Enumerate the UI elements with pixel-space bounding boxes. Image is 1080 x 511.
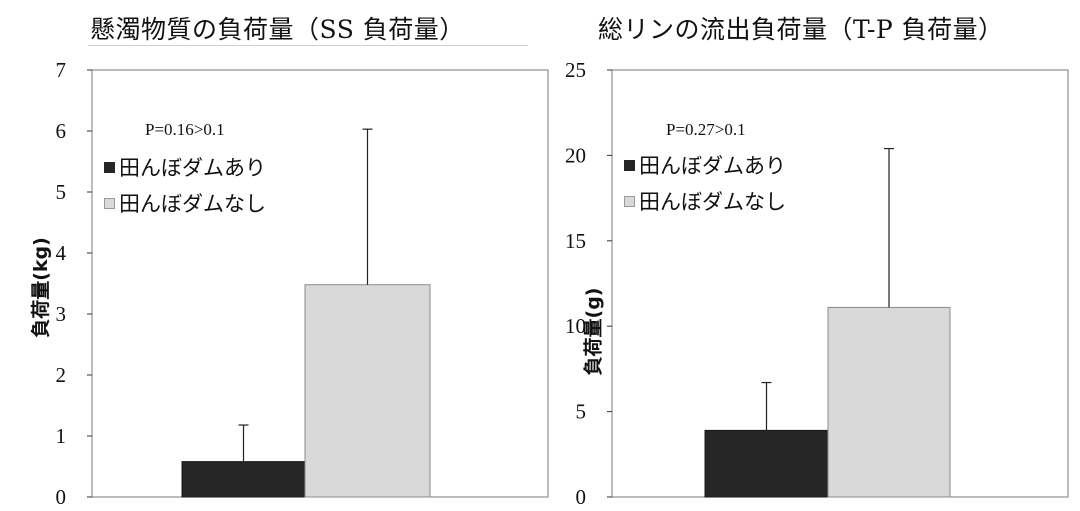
legend-label: 田んぼダムなし xyxy=(639,190,786,214)
legend-swatch-light xyxy=(624,195,635,207)
y-tick-label: 1 xyxy=(56,424,67,448)
bar-without-dam xyxy=(827,306,951,498)
legend: 田んぼダムあり 田んぼダムなし xyxy=(104,149,266,221)
legend-swatch-dark xyxy=(624,159,635,171)
legend-item-with-dam: 田んぼダムあり xyxy=(104,149,266,185)
chart-title: 総リンの流出負荷量（T-P 負荷量） xyxy=(598,15,1004,44)
y-tick-label: 25 xyxy=(565,58,586,82)
legend-label: 田んぼダムなし xyxy=(119,192,266,216)
legend-item-without-dam: 田んぼダムなし xyxy=(624,183,786,219)
legend-label: 田んぼダムあり xyxy=(119,156,266,180)
legend-swatch-dark xyxy=(104,161,115,173)
y-tick-label: 3 xyxy=(56,302,67,326)
p-value-annotation: P=0.27>0.1 xyxy=(666,120,746,139)
legend-label: 田んぼダムあり xyxy=(639,154,786,178)
y-axis-label: 負荷量(kg) xyxy=(29,237,52,338)
y-tick-label: 4 xyxy=(56,241,67,265)
bar-without-dam xyxy=(304,284,431,498)
title-underline xyxy=(88,45,528,46)
chart-panel-ss: 懸濁物質の負荷量（SS 負荷量） 0 1 2 3 4 5 6 7 負荷量(kg) P=0.16… xyxy=(29,15,549,509)
y-tick-label: 7 xyxy=(56,58,67,82)
y-tick-label: 2 xyxy=(56,363,67,387)
y-tick-label: 20 xyxy=(565,143,586,167)
y-axis-label: 負荷量(g) xyxy=(582,287,605,376)
bar-with-dam xyxy=(704,429,829,498)
chart-panel-tp: 総リンの流出負荷量（T-P 負荷量） 0 5 10 15 20 25 負荷量(g) P=0… xyxy=(560,0,1080,511)
chart-svg: 0 5 10 15 20 25 xyxy=(565,58,1069,509)
y-tick-label: 5 xyxy=(576,400,587,424)
y-tick-label: 10 xyxy=(565,314,586,338)
y-tick-label: 6 xyxy=(56,119,67,143)
y-tick-label: 15 xyxy=(565,229,586,253)
legend: 田んぼダムあり 田んぼダムなし xyxy=(624,147,786,219)
chart-svg: 0 1 2 3 4 5 6 7 xyxy=(56,58,549,509)
y-tick-label: 0 xyxy=(56,485,67,509)
chart-title: 懸濁物質の負荷量（SS 負荷量） xyxy=(90,15,465,44)
y-tick-label: 0 xyxy=(576,485,587,509)
legend-swatch-light xyxy=(104,197,115,209)
p-value-annotation: P=0.16>0.1 xyxy=(145,120,225,139)
y-tick-label: 5 xyxy=(56,180,67,204)
legend-item-without-dam: 田んぼダムなし xyxy=(104,185,266,221)
bar-with-dam xyxy=(181,461,306,498)
legend-item-with-dam: 田んぼダムあり xyxy=(624,147,786,183)
